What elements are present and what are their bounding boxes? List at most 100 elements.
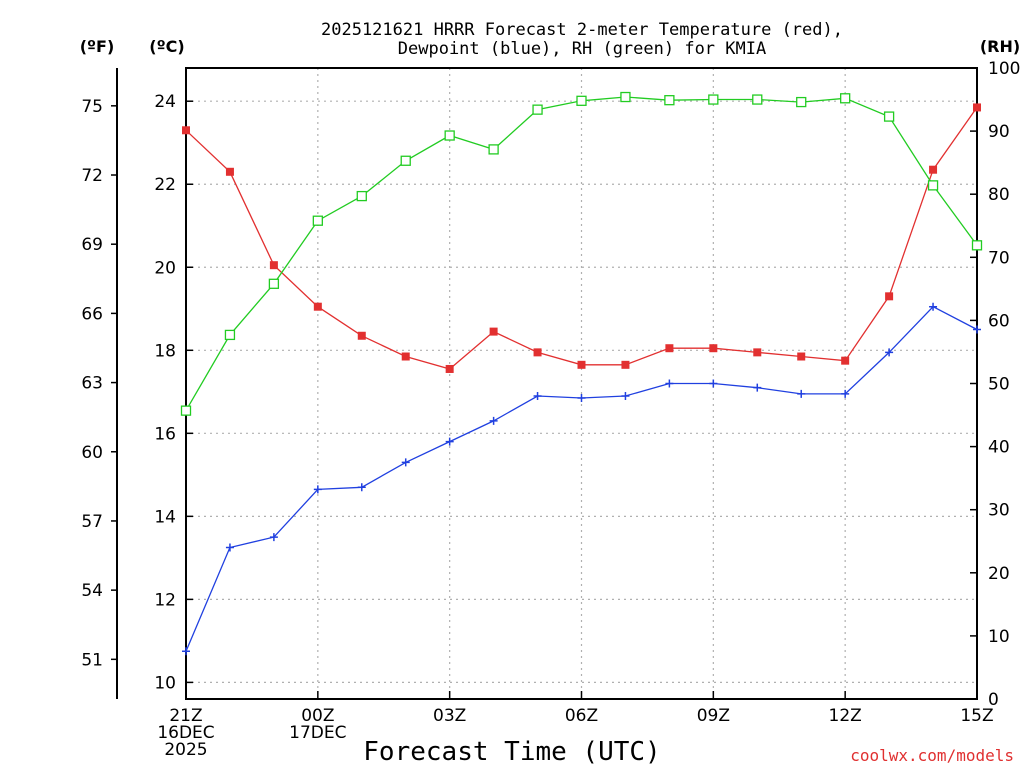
data-series <box>180 91 983 656</box>
dewpoint-point <box>489 416 498 425</box>
x-tick-label: 16DEC <box>157 723 214 743</box>
x-tick-label: 12Z <box>829 706 862 726</box>
fahrenheit-tick-label: 72 <box>81 166 103 186</box>
dewpoint-point <box>269 533 278 542</box>
rh-unit-label: (RH) <box>980 37 1020 56</box>
x-tick-label: 06Z <box>565 706 598 726</box>
fahrenheit-tick-label: 75 <box>81 97 103 117</box>
dewpoint-point <box>182 647 190 656</box>
dewpoint-point <box>225 543 234 552</box>
2-meter-temperature-point <box>182 126 190 135</box>
dewpoint-point <box>577 394 586 403</box>
x-tick-label: 15Z <box>960 706 993 726</box>
dewpoint-point <box>797 389 806 398</box>
rh-tick-label: 80 <box>988 185 1010 205</box>
x-tick-label: 21Z <box>169 706 202 726</box>
x-axis-label: Forecast Time (UTC) <box>363 737 660 767</box>
x-tick-label: 17DEC <box>289 723 346 743</box>
2-meter-temperature-point <box>753 348 762 357</box>
dewpoint-point <box>313 485 322 494</box>
2-meter-temperature-point <box>401 352 410 361</box>
dewpoint-point <box>973 325 981 334</box>
fahrenheit-tick-label: 60 <box>81 443 103 463</box>
rh-tick-label: 60 <box>988 311 1010 331</box>
x-tick-label: 2025 <box>164 740 207 760</box>
rh-tick-label: 30 <box>988 501 1010 521</box>
celsius-tick-label: 18 <box>154 341 176 361</box>
2-meter-temperature-point <box>445 364 454 373</box>
2-meter-temperature-point <box>269 261 278 270</box>
rh-point <box>576 95 587 106</box>
fahrenheit-tick-label: 51 <box>81 650 103 670</box>
rh-point <box>532 104 543 115</box>
rh-tick-label: 100 <box>988 59 1020 79</box>
dewpoint-point <box>357 483 366 492</box>
celsius-tick-label: 14 <box>154 507 176 527</box>
fahrenheit-tick-label: 63 <box>81 374 103 394</box>
2-meter-temperature-point <box>665 344 674 353</box>
x-tick-label: 00Z <box>301 706 334 726</box>
chart-title-line-2: Dewpoint (blue), RH (green) for KMIA <box>398 39 766 59</box>
rh-point <box>708 94 719 105</box>
celsius-tick-label: 20 <box>154 258 176 278</box>
celsius-tick-label: 22 <box>154 175 176 195</box>
credit-text: coolwx.com/models <box>850 746 1014 765</box>
2-meter-temperature-point <box>841 356 850 365</box>
rh-tick-label: 70 <box>988 248 1010 268</box>
rh-point <box>620 91 631 103</box>
fahrenheit-unit-label: (ºF) <box>80 37 115 56</box>
2-meter-temperature-point <box>709 344 718 353</box>
celsius-unit-label: (ºC) <box>149 37 184 56</box>
rh-point <box>268 278 280 289</box>
rh-point <box>883 111 895 122</box>
2-meter-temperature-point <box>929 165 938 174</box>
rh-point <box>224 329 236 341</box>
fahrenheit-tick-label: 54 <box>81 581 103 601</box>
2-meter-temperature-point <box>533 348 542 357</box>
rh-point <box>312 215 323 226</box>
rh-point <box>752 94 763 105</box>
rh-tick-label: 90 <box>988 122 1010 142</box>
rh-tick-label: 10 <box>988 627 1010 647</box>
rh-point <box>971 240 983 251</box>
celsius-tick-label: 10 <box>154 673 176 693</box>
rh-point <box>927 180 939 191</box>
dewpoint-point <box>621 391 630 400</box>
dewpoint-point <box>533 391 542 400</box>
2-meter-temperature-point <box>489 327 498 336</box>
celsius-tick-label: 24 <box>154 92 176 112</box>
rh-tick-label: 0 <box>988 690 999 710</box>
rh-point <box>400 155 411 166</box>
rh-tick-label: 40 <box>988 438 1010 458</box>
dewpoint-point <box>445 437 454 446</box>
dewpoint-point <box>665 379 674 388</box>
celsius-tick-label: 12 <box>154 590 176 610</box>
plot-frame <box>185 67 978 700</box>
2-meter-temperature-point <box>313 302 322 311</box>
fahrenheit-tick-label: 66 <box>81 304 103 324</box>
fahrenheit-tick-label: 57 <box>81 512 103 532</box>
rh-point <box>444 130 455 141</box>
rh-point <box>180 405 192 416</box>
2-meter-temperature-point <box>357 331 366 340</box>
fahrenheit-tick-label: 69 <box>81 235 103 255</box>
rh-point <box>356 190 367 202</box>
dewpoint-point <box>929 302 938 311</box>
x-tick-label: 03Z <box>433 706 466 726</box>
celsius-tick-label: 16 <box>154 424 176 444</box>
2-meter-temperature-point <box>225 167 234 176</box>
dewpoint-point <box>709 379 718 388</box>
dewpoint-point <box>885 348 894 357</box>
2-meter-temperature-point <box>973 103 981 112</box>
dewpoint-point <box>841 389 850 398</box>
2-meter-temperature-point <box>797 352 806 361</box>
rh-point <box>664 95 675 106</box>
x-tick-label: 09Z <box>697 706 730 726</box>
dewpoint-point <box>401 458 410 467</box>
2-meter-temperature-point <box>621 360 630 369</box>
chart-title-line-1: 2025121621 HRRR Forecast 2-meter Tempera… <box>321 20 843 40</box>
2-meter-temperature-point <box>577 360 586 369</box>
dewpoint-point <box>753 383 762 392</box>
